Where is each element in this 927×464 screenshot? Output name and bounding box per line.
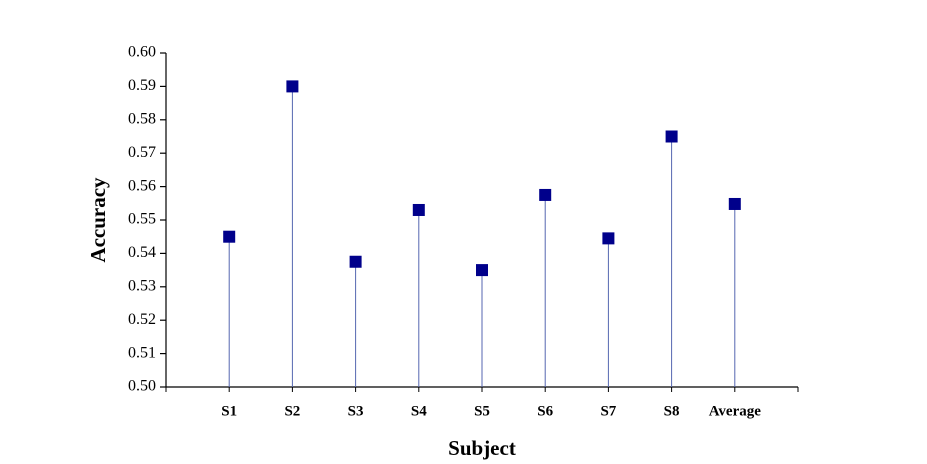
marker [665, 130, 678, 143]
marker [223, 230, 236, 243]
y-tick-label: 0.54 [128, 244, 156, 261]
y-tick-label: 0.52 [128, 311, 156, 328]
y-axis-title: Accuracy [86, 177, 110, 263]
y-tick-label: 0.56 [128, 177, 156, 194]
y-tick-label: 0.51 [128, 344, 156, 361]
x-tick-label: S1 [221, 403, 237, 419]
y-tick-label: 0.50 [128, 378, 156, 395]
marker [412, 203, 425, 216]
x-tick-label: S2 [284, 403, 300, 419]
y-tick-label: 0.55 [128, 211, 156, 228]
x-tick-label: S3 [348, 403, 364, 419]
y-tick-label: 0.57 [128, 144, 156, 161]
marker [349, 255, 362, 268]
marker [728, 197, 741, 210]
y-tick-label: 0.53 [128, 277, 156, 294]
x-tick-label: S7 [600, 403, 616, 419]
x-tick-label: S5 [474, 403, 490, 419]
marker [286, 80, 299, 93]
y-tick-label: 0.60 [128, 44, 156, 61]
x-axis-title: Subject [448, 436, 516, 460]
marker [476, 264, 488, 277]
marker [602, 232, 615, 245]
x-tick-label: S4 [411, 403, 427, 419]
y-tick-label: 0.58 [128, 110, 156, 127]
x-tick-label: Average [709, 403, 762, 419]
marker [539, 188, 552, 201]
x-tick-label: S6 [537, 403, 553, 419]
y-tick-label: 0.59 [128, 77, 156, 94]
x-tick-label: S8 [664, 403, 680, 419]
